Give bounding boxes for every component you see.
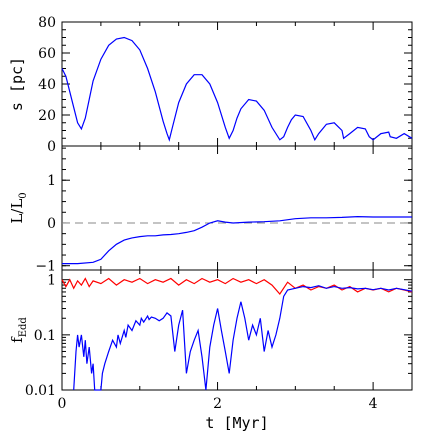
svg-text:L/L0: L/L0 [8, 192, 29, 223]
series-line [62, 215, 412, 265]
panel-fedd-ylabel: fEdd [8, 317, 29, 343]
panel-l-frame [61, 145, 413, 271]
panel-l-ylabel: L/L0 [8, 192, 29, 223]
svg-text:fEdd: fEdd [8, 317, 29, 343]
x-tick-label: 2 [213, 396, 222, 412]
series-line [73, 285, 413, 391]
series-line [61, 36, 413, 142]
y-tick-label: 0.01 [25, 383, 56, 399]
y-tick-label: 40 [38, 77, 56, 93]
panel-fedd-ylabel-sub: Edd [18, 317, 29, 338]
y-tick-label: 0 [47, 139, 56, 155]
x-tick-label: 0 [58, 396, 67, 412]
panel-fedd-frame [61, 269, 413, 391]
y-tick-label: 1 [47, 273, 56, 289]
y-tick-label: 80 [38, 15, 56, 31]
panel-l-ylabel-main: L/L [8, 199, 26, 224]
y-tick-label: 60 [38, 46, 56, 62]
chart-marks: 0 20 40 60 80 −1 0 1 0.01 0.1 1 0 2 4 [25, 15, 413, 412]
panel-l-ylabel-sub: 0 [18, 192, 29, 198]
y-tick-label: 1 [47, 173, 56, 189]
y-tick-label: 20 [38, 108, 56, 124]
series-line [61, 277, 413, 295]
y-tick-label: 0.1 [34, 328, 56, 344]
x-axis-label: t [Myr] [205, 414, 268, 432]
y-tick-label: −1 [35, 259, 56, 275]
panel-s-ylabel: s [pc] [8, 57, 26, 111]
y-tick-label: 0 [47, 216, 56, 232]
x-tick-label: 4 [369, 396, 378, 412]
panel-fedd-ylabel-main: f [8, 336, 26, 343]
